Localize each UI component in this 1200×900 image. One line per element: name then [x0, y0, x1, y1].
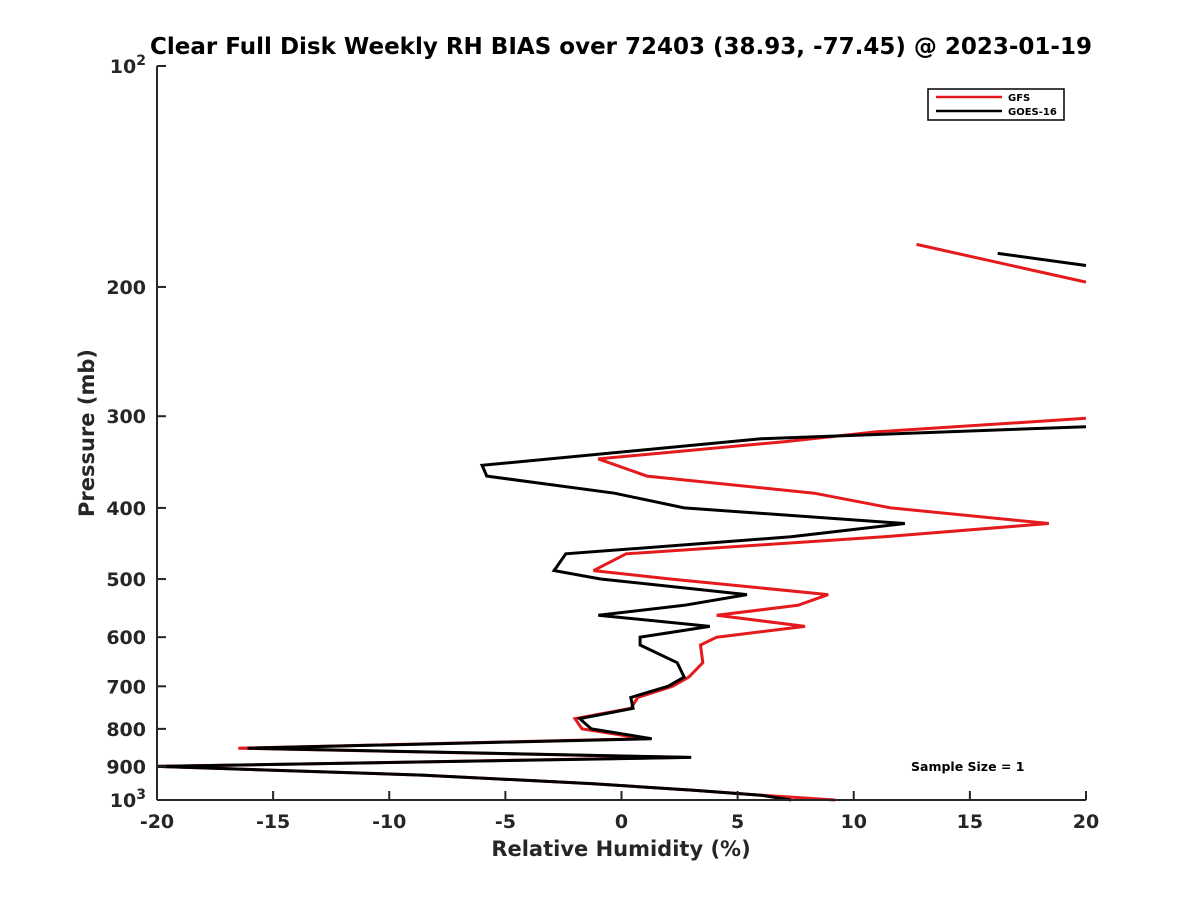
- x-tick-label: -10: [372, 811, 406, 833]
- y-tick-label: 700: [106, 676, 146, 698]
- y-tick-label: 900: [106, 756, 146, 778]
- y-ticks: 102 200 300 400 500 600 700 800 900 103: [106, 53, 166, 812]
- legend-box: [927, 88, 1065, 121]
- y-tick-label: 500: [106, 569, 146, 591]
- x-tick-label: 0: [615, 811, 628, 833]
- x-tick-label: 15: [957, 811, 983, 833]
- x-tick-label: 10: [841, 811, 867, 833]
- x-tick-label: 5: [731, 811, 744, 833]
- y-tick-label: 103: [110, 787, 146, 812]
- chart-title: Clear Full Disk Weekly RH BIAS over 7240…: [150, 34, 1092, 60]
- x-tick-label: 20: [1073, 811, 1099, 833]
- series-line-goes16: [997, 251, 1087, 267]
- series-line-gfs: [156, 416, 1087, 802]
- legend-label-goes16: GOES-16: [1008, 107, 1057, 118]
- sample-size-annotation: Sample Size = 1: [911, 759, 1024, 774]
- y-tick-label: 300: [106, 406, 146, 428]
- y-axis-label: Pressure (mb): [75, 349, 99, 517]
- y-tick-label: 400: [106, 498, 146, 520]
- x-ticks: -20 -15 -10 -5 0 5 10 15 20: [140, 791, 1099, 833]
- series-line-gfs: [916, 242, 1087, 284]
- x-tick-label: -5: [495, 811, 516, 833]
- y-tick-label: 102: [110, 53, 146, 78]
- x-tick-label: -15: [256, 811, 290, 833]
- series-layer: [156, 242, 1087, 802]
- y-tick-label: 600: [106, 627, 146, 649]
- y-tick-label: 200: [106, 277, 146, 299]
- series-line-goes16: [156, 425, 1087, 802]
- legend-label-gfs: GFS: [1008, 93, 1030, 104]
- legend: GFS GOES-16: [927, 88, 1065, 121]
- x-tick-label: -20: [140, 811, 174, 833]
- y-tick-label: 800: [106, 719, 146, 741]
- x-axis-label: Relative Humidity (%): [491, 837, 750, 861]
